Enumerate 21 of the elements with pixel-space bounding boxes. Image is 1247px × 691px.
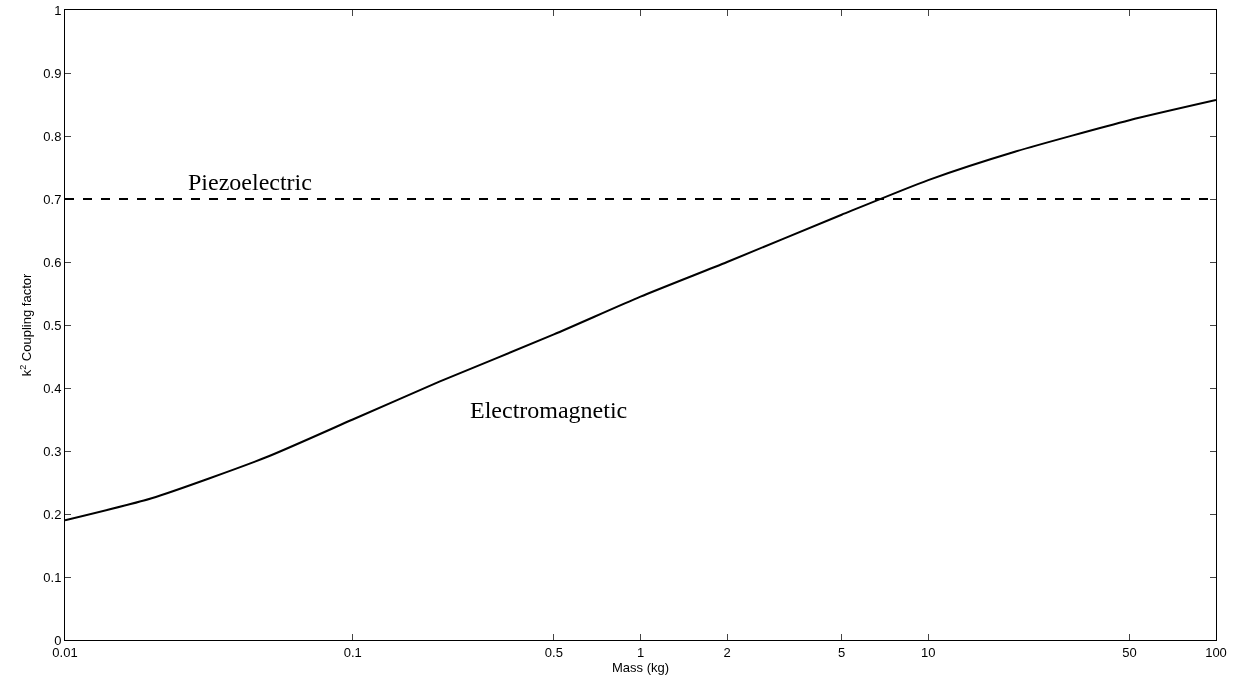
x-tick-label: 2: [723, 644, 731, 660]
y-tick-label: 1: [54, 2, 62, 18]
x-tick-label: 100: [1205, 644, 1227, 660]
y-tick-label: 0.4: [43, 380, 62, 396]
y-tick-label: 0.3: [43, 443, 62, 459]
y-tick-label: 0.1: [43, 569, 62, 585]
y-tick-label: 0.9: [43, 65, 62, 81]
y-tick-label: 0.2: [43, 506, 62, 522]
x-tick-label: 0.5: [544, 644, 563, 660]
x-tick-label: 5: [838, 644, 846, 660]
x-tick-label: 1: [636, 644, 645, 660]
ref-line-label: Piezoelectric: [188, 169, 312, 195]
annotation: Electromagnetic: [470, 397, 628, 423]
y-tick-label: 0.8: [43, 128, 62, 144]
x-tick-label: 50: [1122, 644, 1137, 660]
x-axis-title: Mass (kg): [611, 659, 670, 675]
y-tick-label: 0.5: [43, 317, 62, 333]
x-tick-label: 0.1: [343, 644, 362, 660]
x-tick-label: 10: [921, 644, 936, 660]
y-tick-label: 0.6: [43, 254, 62, 270]
y-tick-label: 0.7: [43, 191, 62, 207]
